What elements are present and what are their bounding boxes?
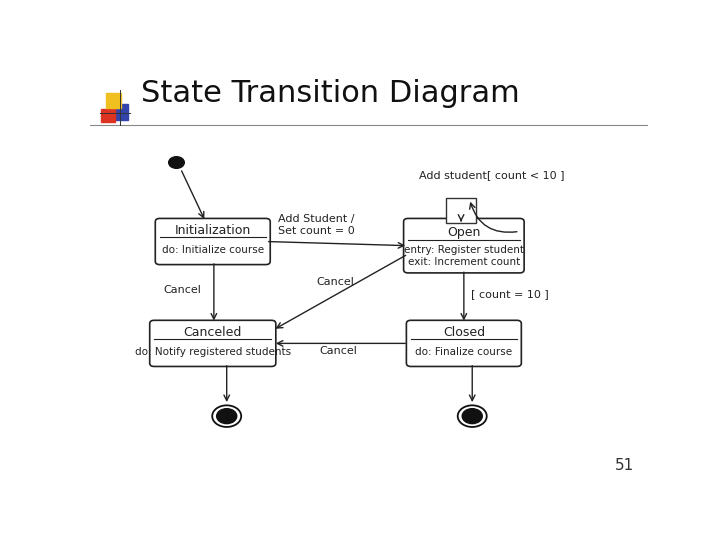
Text: Initialization: Initialization — [175, 224, 251, 237]
FancyBboxPatch shape — [406, 320, 521, 367]
FancyBboxPatch shape — [404, 219, 524, 273]
Text: Cancel: Cancel — [320, 346, 357, 356]
Text: Cancel: Cancel — [163, 285, 201, 295]
Circle shape — [462, 409, 482, 424]
Text: Canceled: Canceled — [184, 326, 242, 339]
Circle shape — [217, 409, 237, 424]
Text: Cancel: Cancel — [317, 277, 354, 287]
Bar — [101, 109, 115, 122]
Circle shape — [168, 157, 184, 168]
Text: Add Student /
Set count = 0: Add Student / Set count = 0 — [278, 214, 354, 235]
Text: entry: Register student
exit: Increment count: entry: Register student exit: Increment … — [404, 245, 524, 267]
Text: [ count = 10 ]: [ count = 10 ] — [471, 289, 549, 299]
Text: Closed: Closed — [443, 326, 485, 339]
FancyBboxPatch shape — [446, 198, 476, 222]
Text: do: Finalize course: do: Finalize course — [415, 347, 513, 357]
Text: Add student[ count < 10 ]: Add student[ count < 10 ] — [419, 170, 564, 180]
Text: do: Initialize course: do: Initialize course — [162, 245, 264, 255]
Circle shape — [458, 406, 487, 427]
Bar — [112, 104, 128, 120]
Bar — [106, 93, 121, 109]
Text: State Transition Diagram: State Transition Diagram — [141, 79, 520, 109]
Text: 51: 51 — [615, 458, 634, 473]
Circle shape — [212, 406, 241, 427]
FancyBboxPatch shape — [150, 320, 276, 367]
Text: Open: Open — [447, 226, 480, 239]
Text: do: Notify registered students: do: Notify registered students — [135, 347, 291, 357]
FancyBboxPatch shape — [156, 219, 270, 265]
